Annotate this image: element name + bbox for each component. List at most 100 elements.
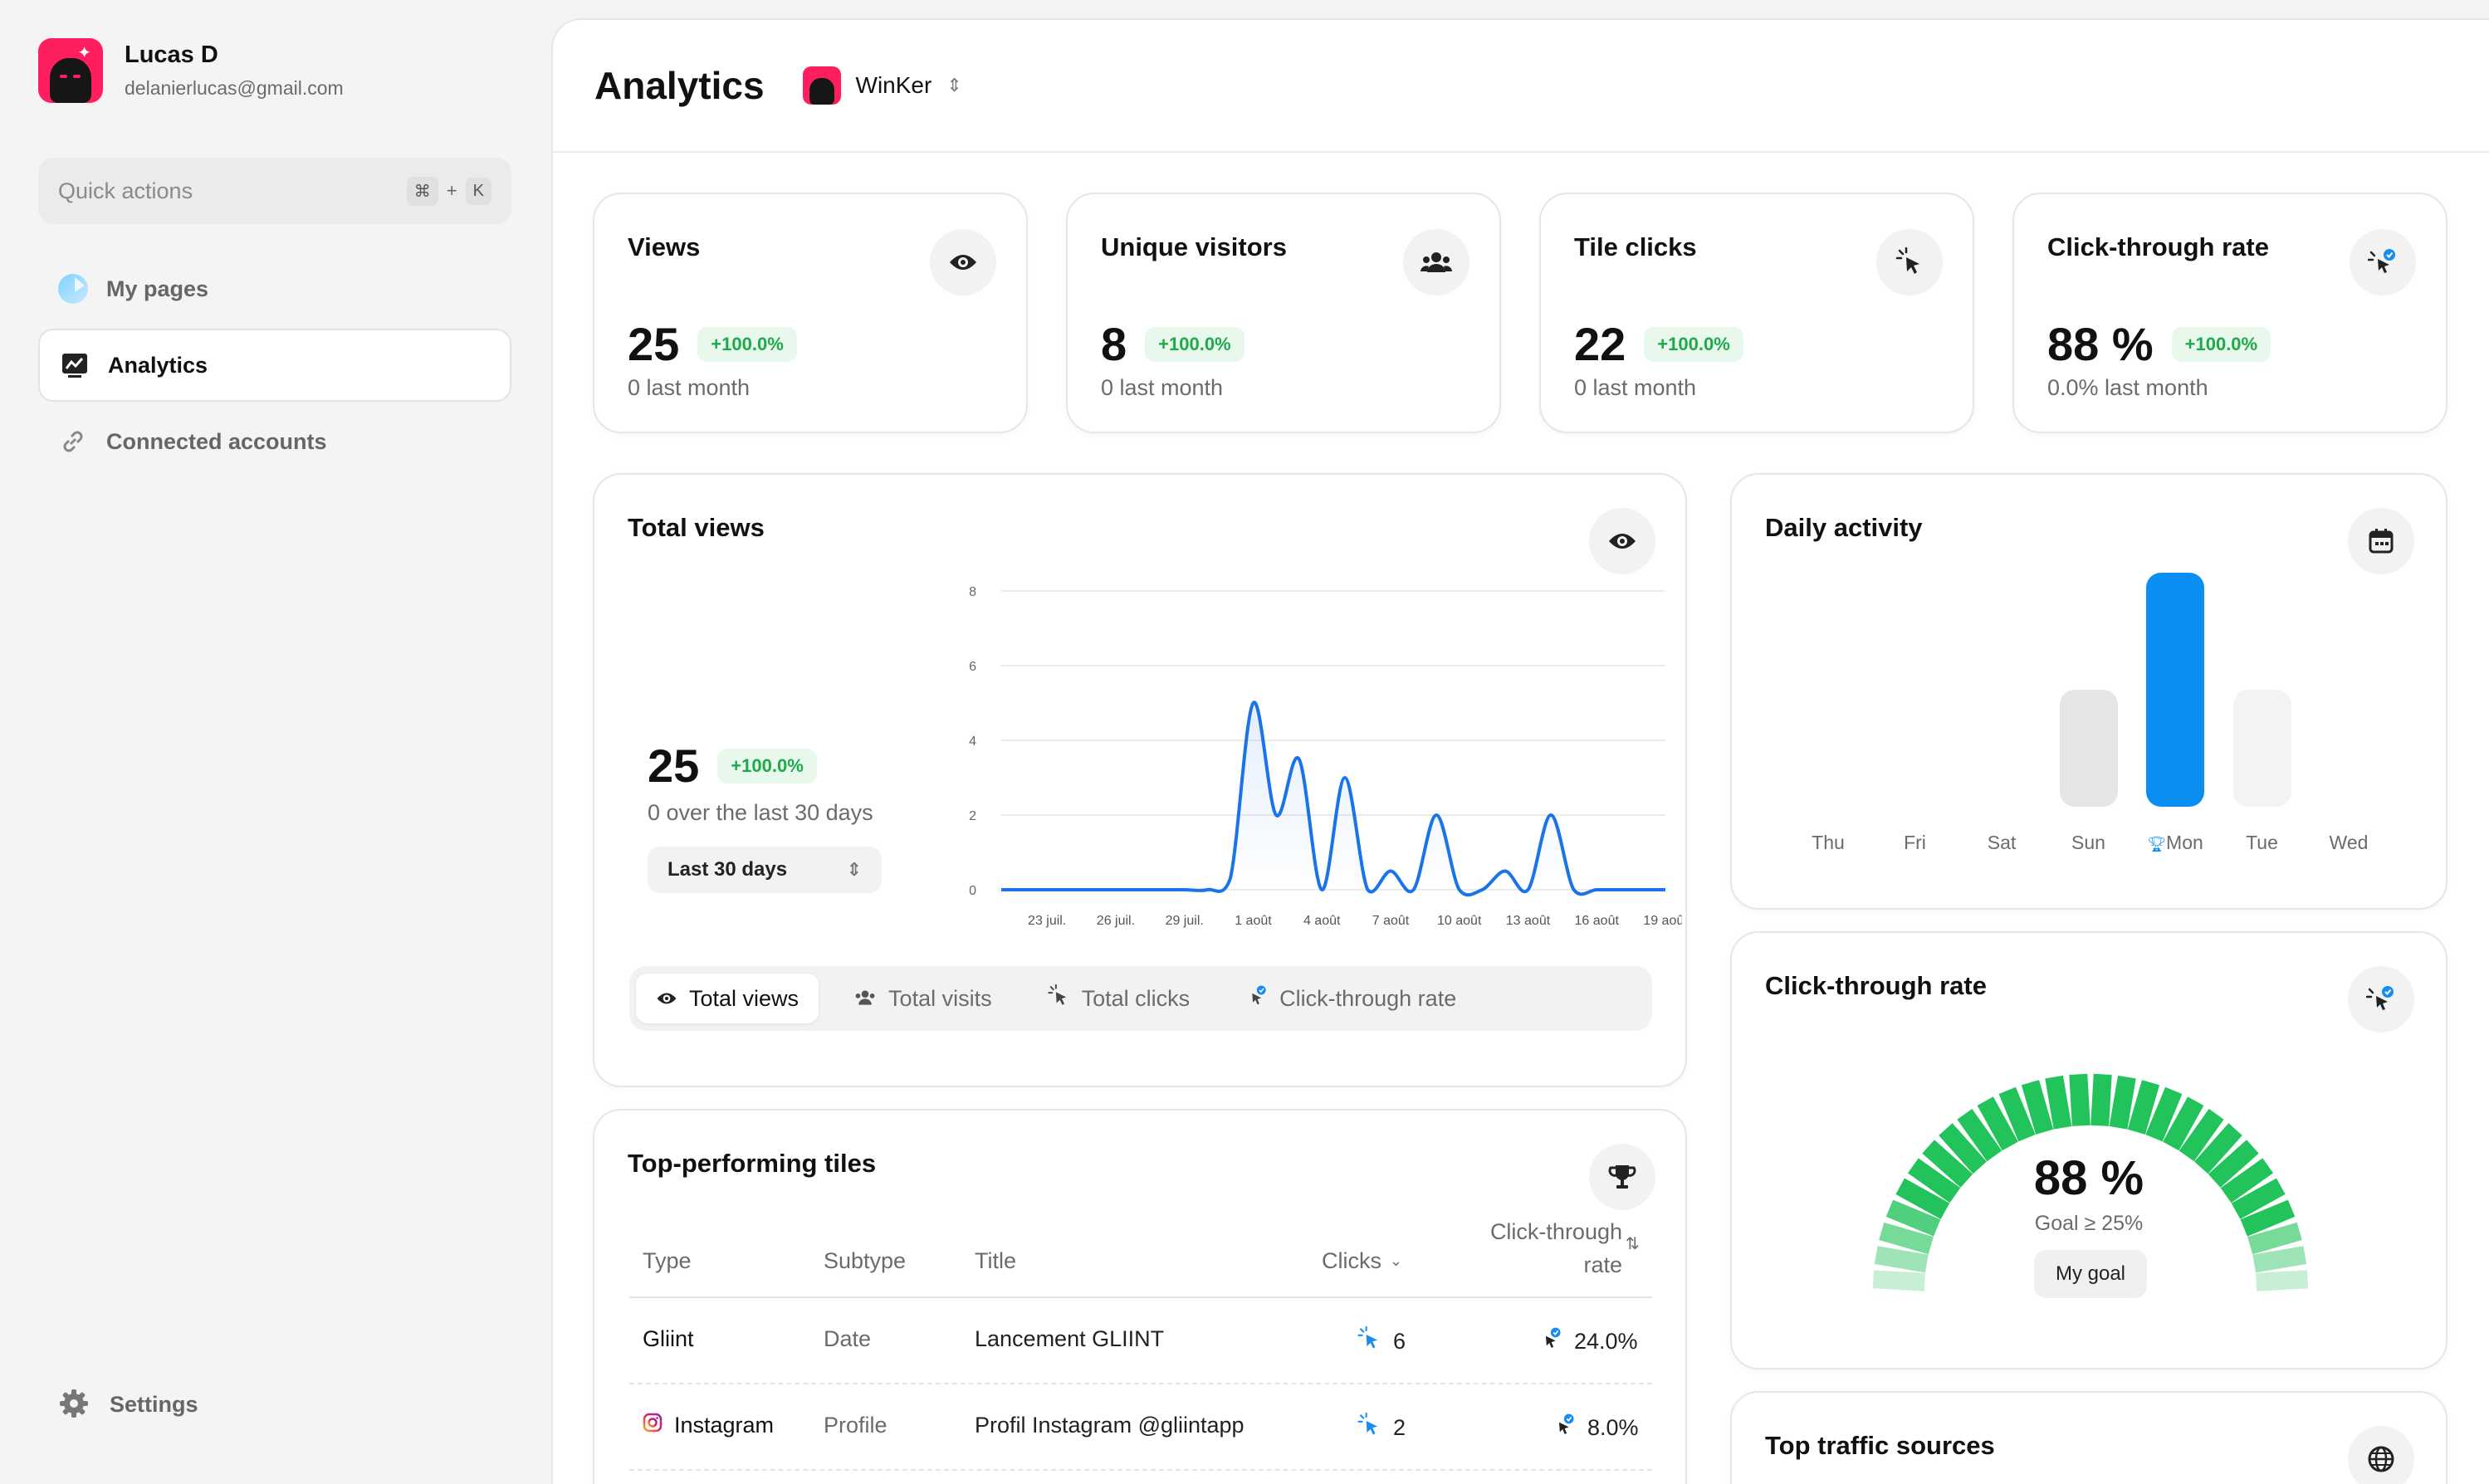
gauge-value: 88 %	[2033, 1151, 2144, 1205]
gauge-segment	[2145, 1086, 2183, 1142]
chevron-updown-icon: ⇕	[846, 859, 862, 880]
day-label-text: Fri	[1904, 832, 1926, 853]
gauge-segment	[1872, 1270, 1925, 1291]
column-header-type: Type	[643, 1248, 692, 1273]
trend-badge: +100.0%	[717, 748, 817, 783]
day-label: 🏆︎Mon	[2142, 832, 2208, 854]
sidebar-item-connected-accounts[interactable]: Connected accounts	[38, 405, 511, 478]
tab-total-clicks[interactable]: Total clicks	[1027, 974, 1210, 1023]
stat-comparison: 0 last month	[628, 375, 751, 400]
activity-bar-mon[interactable]	[2146, 573, 2204, 807]
sidebar-item-my-pages[interactable]: My pages	[38, 252, 511, 325]
stat-number: 8	[1101, 318, 1127, 370]
gauge-segment	[1885, 1199, 1941, 1237]
gauge-segment	[1977, 1096, 2018, 1151]
user-email: delanierlucas@gmail.com	[125, 77, 344, 99]
table-row[interactable]: Gliint Date Lancement GLIINT 6 24.0%	[629, 1298, 1652, 1384]
y-tick-label: 4	[969, 735, 976, 749]
column-header-title: Title	[975, 1248, 1017, 1273]
gauge-segment	[1922, 1140, 1973, 1188]
tile-ctr: 24.0%	[1538, 1326, 1638, 1357]
traffic-sources-card: Top traffic sources	[1730, 1391, 2447, 1484]
metric-tabs: Total views Total visits Total clicks Cl…	[629, 966, 1652, 1031]
series-line	[1001, 701, 1665, 897]
settings-label: Settings	[110, 1391, 198, 1417]
x-tick-label: 29 juil.	[1166, 914, 1204, 928]
gauge-segment	[2194, 1123, 2242, 1174]
tab-total-visits[interactable]: Total visits	[834, 974, 1012, 1023]
ctr-gauge	[1872, 1073, 2309, 1291]
stat-number: 25	[628, 318, 680, 370]
tile-type-label: Instagram	[674, 1413, 775, 1438]
user-profile[interactable]: ✦ Lucas D delanierlucas@gmail.com	[38, 38, 344, 103]
column-header-ctr[interactable]: Click-through rate	[1473, 1215, 1622, 1281]
sidebar-item-label: Connected accounts	[106, 428, 327, 454]
gauge-segment	[2240, 1199, 2296, 1237]
x-tick-label: 16 août	[1575, 914, 1620, 928]
total-views-card: Total views 25 +100.0% 0 over the last 30…	[593, 473, 1687, 1087]
stat-title: Click-through rate	[2047, 232, 2269, 261]
card-title: Top-performing tiles	[628, 1149, 877, 1178]
stat-value: 88 % +100.0%	[2047, 317, 2271, 371]
card-title: Total views	[628, 513, 765, 542]
table-row[interactable]: Instagram Profile Profil Instagram @glii…	[629, 1384, 1652, 1471]
stat-comparison: 0 last month	[1101, 375, 1224, 400]
workspace-logo	[802, 66, 841, 105]
y-tick-label: 8	[969, 585, 976, 599]
my-goal-button[interactable]: My goal	[2034, 1250, 2147, 1298]
day-label: Wed	[2315, 832, 2382, 854]
tab-total-views[interactable]: Total views	[636, 974, 819, 1023]
date-range-value: Last 30 days	[667, 858, 788, 881]
x-tick-label: 26 juil.	[1097, 914, 1135, 928]
table-header: Type Subtype Title Clicks ⌄ Click-through…	[629, 1217, 1652, 1298]
day-label-text: Wed	[2329, 832, 2369, 853]
chevron-updown-icon: ⇕	[946, 75, 962, 95]
activity-bar-sun[interactable]	[2059, 690, 2118, 807]
tile-title: Profil Instagram @gliintapp	[975, 1413, 1244, 1438]
tab-click-through-rate[interactable]: Click-through rate	[1225, 974, 1476, 1023]
cursor-click-icon	[1357, 1325, 1381, 1357]
users-icon	[1403, 229, 1469, 295]
column-header-clicks[interactable]: Clicks ⌄	[1322, 1248, 1402, 1274]
card-title: Click-through rate	[1765, 971, 1987, 1000]
tile-clicks-value: 6	[1393, 1329, 1406, 1354]
trophy-icon: 🏆︎	[2147, 836, 2167, 852]
instagram-icon	[643, 1413, 663, 1438]
trend-badge: +100.0%	[697, 326, 797, 362]
card-title: Daily activity	[1765, 513, 1923, 542]
sidebar-item-analytics[interactable]: Analytics	[38, 329, 511, 402]
sidebar-item-settings[interactable]: Settings	[58, 1388, 198, 1421]
page-header: Analytics WinKer ⇕	[553, 20, 2489, 153]
gauge-segment	[1998, 1086, 2036, 1142]
link-icon	[56, 425, 90, 458]
y-tick-label: 0	[969, 884, 976, 898]
tab-label: Click-through rate	[1279, 985, 1457, 1011]
ctr-icon	[1551, 1413, 1576, 1443]
day-label-text: Thu	[1812, 832, 1845, 853]
top-tiles-table: Type Subtype Title Clicks ⌄ Click-through…	[629, 1217, 1652, 1471]
cursor-click-icon	[1876, 229, 1943, 295]
main-content: Analytics WinKer ⇕ Views 25 +100.0% 0 las…	[551, 18, 2489, 1484]
gauge-segment	[2127, 1080, 2160, 1135]
stat-value: 25 +100.0%	[628, 317, 797, 371]
sort-icon[interactable]: ⇅	[1626, 1235, 1640, 1253]
day-label: Sat	[1968, 832, 2035, 854]
gauge-segment	[2208, 1140, 2259, 1188]
series-area	[1001, 702, 1665, 896]
users-icon	[853, 986, 877, 1012]
tile-type: Gliint	[643, 1326, 694, 1351]
column-header-subtype: Subtype	[824, 1248, 907, 1273]
sidebar-item-label: My pages	[106, 276, 209, 301]
gauge-segment	[2220, 1158, 2274, 1203]
calendar-icon	[2348, 508, 2414, 574]
avatar: ✦	[38, 38, 103, 103]
date-range-select[interactable]: Last 30 days ⇕	[648, 847, 882, 893]
activity-bar-tue[interactable]	[2232, 690, 2291, 807]
quick-actions-search[interactable]: Quick actions ⌘ + K	[38, 158, 511, 224]
trophy-icon	[1589, 1144, 1655, 1210]
trend-badge: +100.0%	[1644, 326, 1743, 362]
tile-clicks: 2	[1357, 1412, 1406, 1443]
total-views-line-chart: 0 2 4 6 8 23 juil. 26 juil. 29 juil. 1 août 4 aoû…	[969, 585, 1682, 928]
workspace-switcher[interactable]: WinKer ⇕	[802, 66, 962, 105]
day-label: Tue	[2229, 832, 2296, 854]
